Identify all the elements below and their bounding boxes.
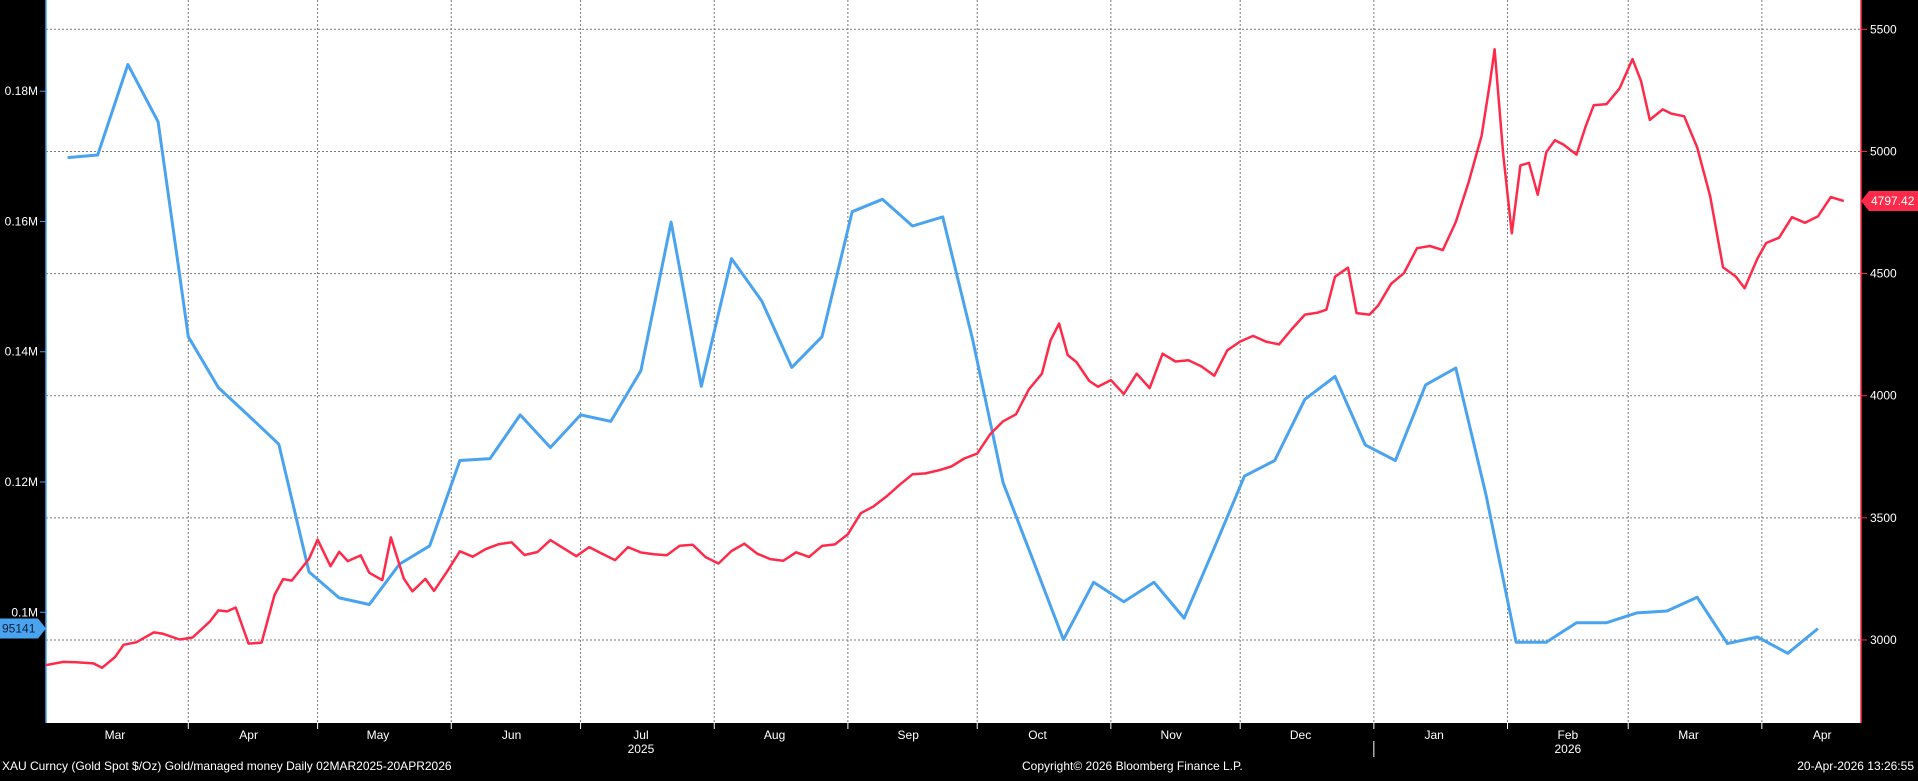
left-axis-tick-label: 0.16M [5,214,38,228]
x-axis-month-label: Jul [633,728,648,742]
x-axis-year-label: 2026 [1554,742,1581,756]
right-axis-tick-label: 4000 [1870,389,1897,403]
left-last-value-label: 95141 [2,622,36,636]
left-axis-tick-label: 0.1M [11,605,38,619]
x-axis-month-label: Apr [239,728,258,742]
right-last-value-label: 4797.42 [1871,194,1915,208]
left-axis-tick-label: 0.14M [5,345,38,359]
right-axis-tick-label: 3000 [1870,633,1897,647]
footer-security-description: XAU Curncy (Gold Spot $/Oz) Gold/managed… [2,759,452,773]
footer-timestamp: 20-Apr-2026 13:26:55 [1797,759,1914,773]
x-axis-month-label: Dec [1290,728,1311,742]
x-axis-month-label: Mar [1678,728,1699,742]
left-axis-tick-label: 0.12M [5,475,38,489]
x-axis-month-label: Nov [1161,728,1182,742]
x-axis-month-label: Aug [764,728,785,742]
x-axis-month-label: May [367,728,390,742]
x-axis-month-label: Jun [502,728,521,742]
x-axis-month-label: Jan [1425,728,1444,742]
x-axis-month-label: Mar [105,728,126,742]
x-axis-month-label: Sep [898,728,920,742]
right-axis-tick-label: 5000 [1870,144,1897,158]
right-axis-tick-label: 5500 [1870,22,1897,36]
left-last-value-tag [0,618,46,639]
x-axis-year-label: 2025 [628,742,655,756]
right-last-value-tag [1861,191,1918,212]
x-axis-month-label: Feb [1557,728,1578,742]
x-axis-month-label: Apr [1813,728,1832,742]
x-axis-month-label: Oct [1028,728,1047,742]
managed-money-line [67,63,1819,655]
right-axis-tick-label: 3500 [1870,511,1897,525]
left-axis-tick-label: 0.18M [5,84,38,98]
footer-copyright: Copyright© 2026 Bloomberg Finance L.P. [1022,759,1243,773]
gold-spot-line [45,48,1845,670]
right-axis-tick-label: 4500 [1870,267,1897,281]
plot-area [46,0,1861,723]
